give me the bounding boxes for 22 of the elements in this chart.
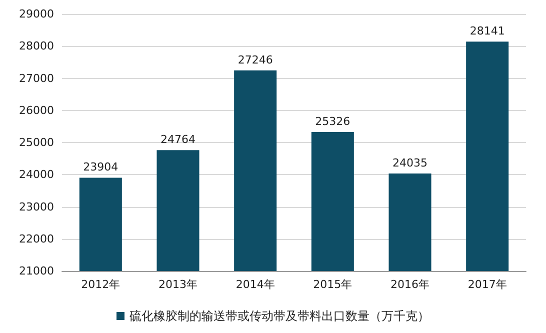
y-tick-label: 28000 [19, 40, 54, 53]
y-tick-label: 26000 [19, 104, 54, 117]
legend-label: 硫化橡胶制的输送带或传动带及带料出口数量（万千克） [130, 309, 430, 323]
data-label: 28141 [470, 24, 505, 38]
x-tick-label: 2015年 [313, 278, 352, 291]
x-tick-label: 2017年 [468, 278, 507, 291]
y-tick-label: 22000 [19, 232, 54, 246]
x-tick-label: 2013年 [158, 278, 198, 291]
y-tick-label: 21000 [19, 264, 54, 278]
y-tick-label: 27000 [19, 72, 54, 85]
y-tick-label: 25000 [19, 136, 54, 149]
data-label: 24764 [160, 133, 196, 146]
x-tick-label: 2016年 [390, 278, 430, 291]
data-label: 25326 [315, 115, 350, 128]
data-label: 27246 [238, 53, 273, 66]
y-tick-label: 23000 [19, 200, 54, 214]
y-tick-label: 24000 [19, 168, 54, 182]
data-label: 23904 [83, 160, 118, 174]
x-tick-label: 2014年 [236, 278, 275, 291]
x-tick-label: 2012年 [81, 278, 120, 291]
data-label: 24035 [392, 156, 428, 170]
y-tick-label: 29000 [19, 8, 54, 20]
